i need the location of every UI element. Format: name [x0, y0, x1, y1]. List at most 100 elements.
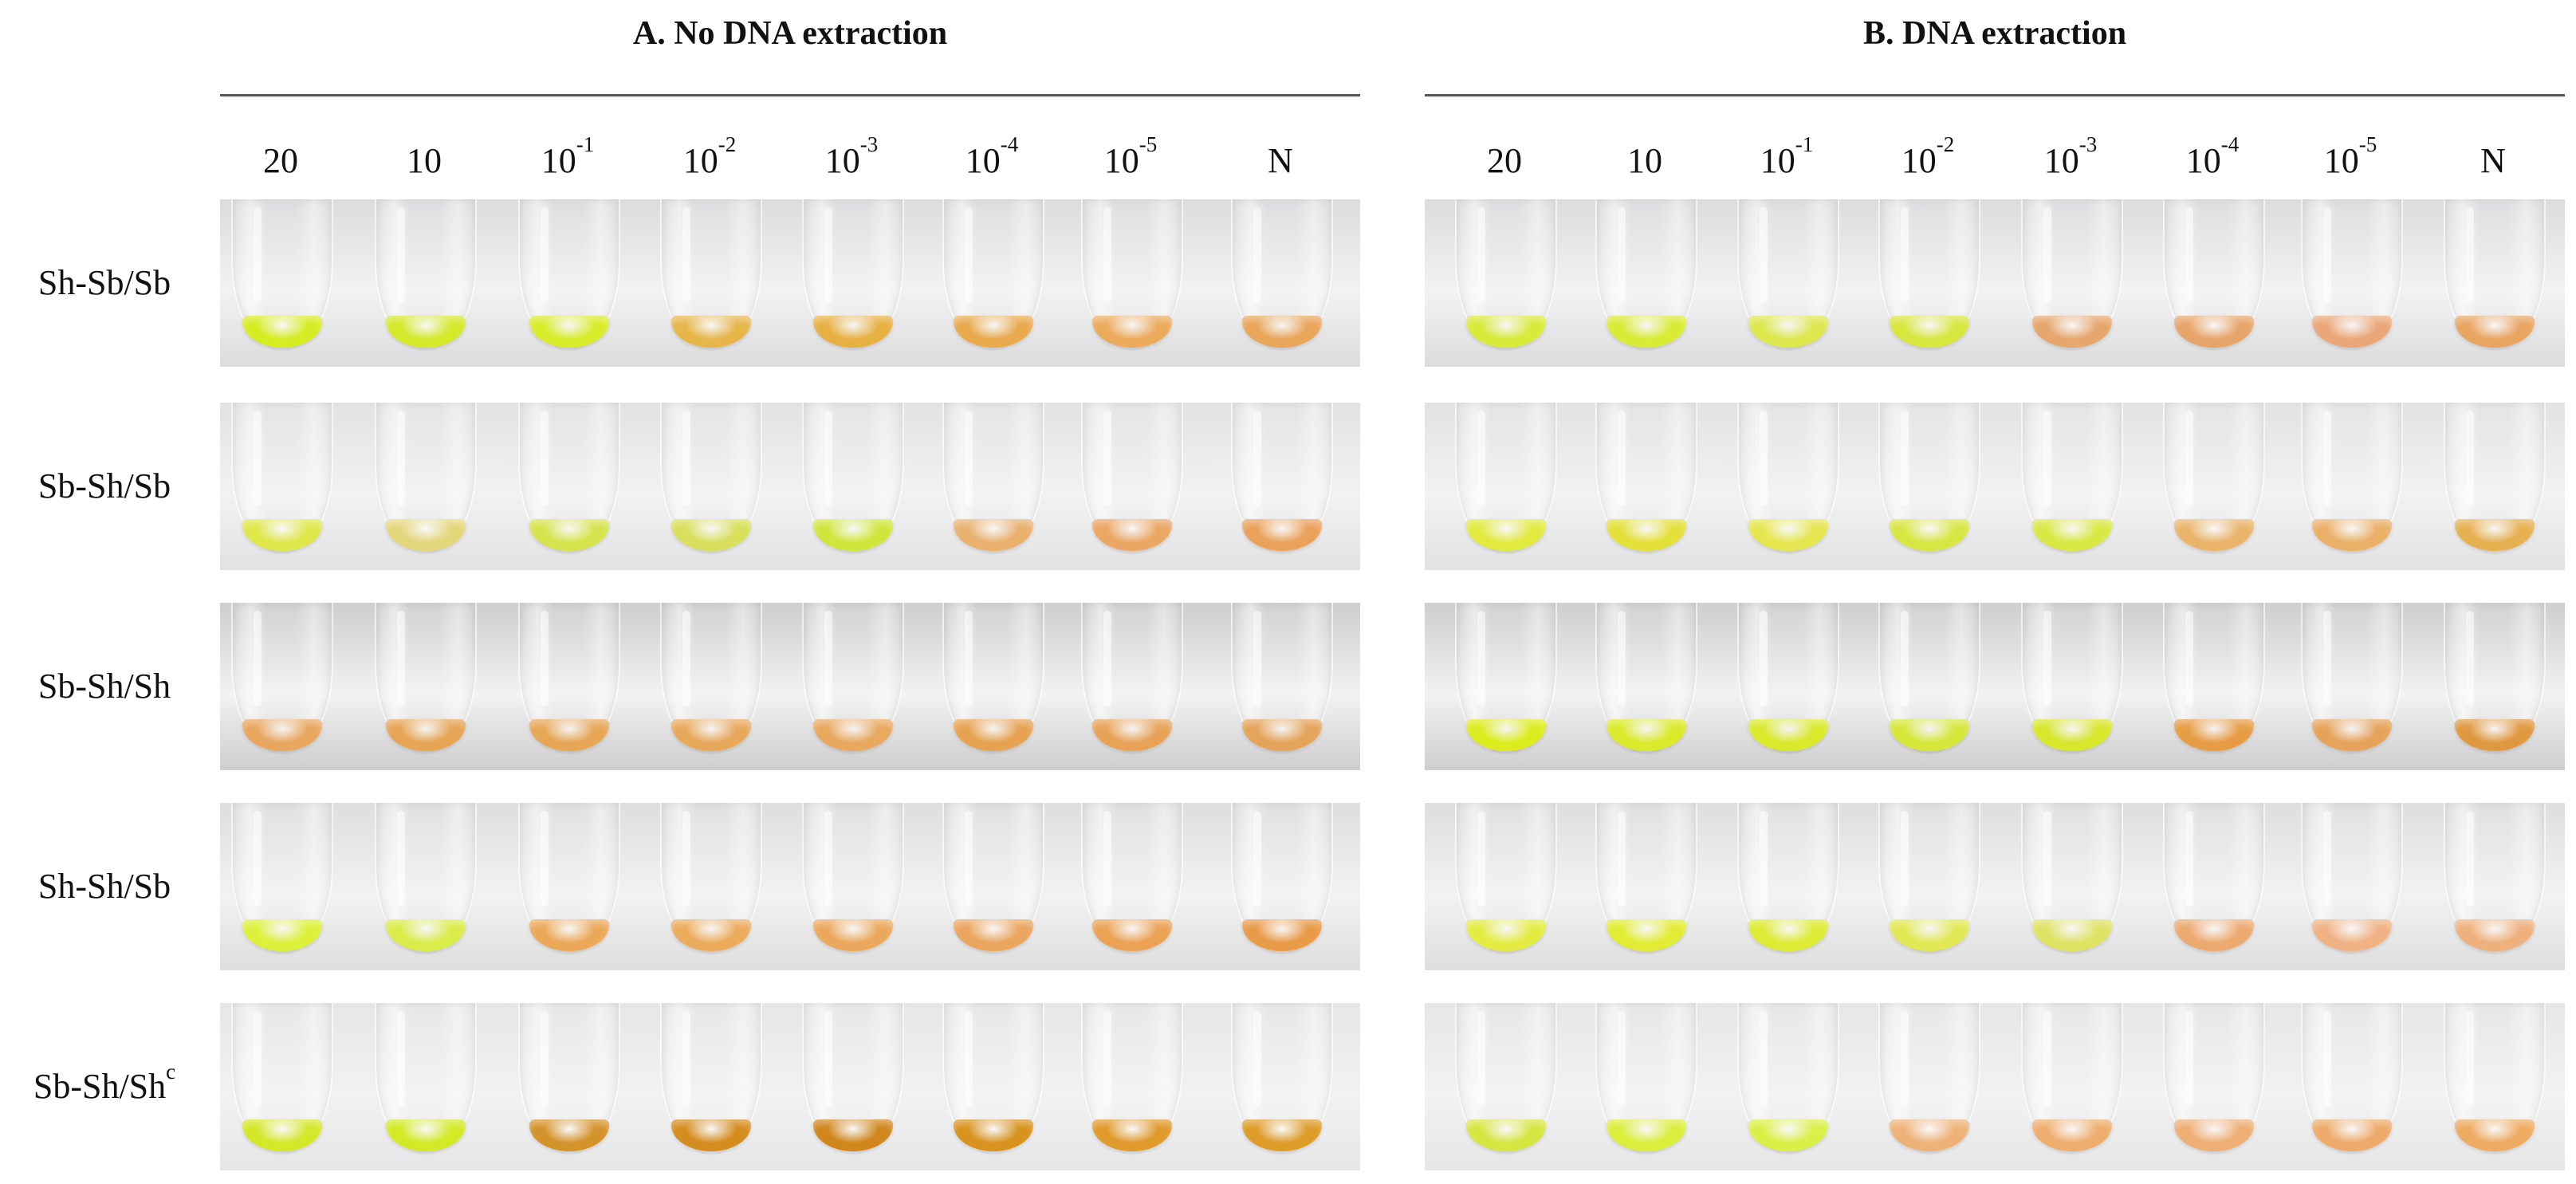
- tube-liquid: [2312, 719, 2392, 751]
- column-label-b-2: 10-1: [1723, 134, 1850, 185]
- tube-glare: [1103, 611, 1111, 706]
- column-label-a-1: 10: [360, 137, 488, 185]
- tube-strip-b-row-4: [1425, 1003, 2565, 1170]
- tube-liquid: [529, 719, 609, 751]
- sample-tube: [375, 603, 477, 754]
- tube-liquid: [1466, 919, 1546, 951]
- column-label-b-0: 20: [1441, 137, 1568, 185]
- sample-tube: [518, 403, 620, 554]
- tube-liquid: [386, 719, 466, 751]
- sample-tube: [231, 803, 333, 954]
- tube-glare: [824, 611, 832, 706]
- tube-liquid: [1092, 919, 1172, 951]
- sample-tube: [802, 803, 904, 954]
- tube-strip-b-row-3: [1425, 803, 2565, 970]
- column-label-b-5: 10-4: [2149, 134, 2276, 185]
- tube-glare: [1760, 411, 1768, 506]
- tube-liquid: [2455, 919, 2535, 951]
- tube-liquid: [1466, 316, 1546, 348]
- tube-liquid: [2455, 316, 2535, 348]
- column-label-b-6: 10-5: [2287, 134, 2414, 185]
- sample-tube: [375, 199, 477, 351]
- tube-liquid: [954, 519, 1033, 551]
- sample-tube: [1878, 803, 1980, 954]
- sample-tube: [1595, 199, 1697, 351]
- tube-glare: [397, 1011, 405, 1107]
- tube-liquid: [2032, 719, 2112, 751]
- tube-glare: [1618, 1011, 1626, 1107]
- column-label-base: 10: [682, 141, 718, 180]
- column-label-exponent: -1: [576, 132, 595, 156]
- tube-glare: [1477, 411, 1485, 506]
- sample-tube: [2301, 803, 2403, 954]
- tube-glare: [682, 611, 690, 706]
- tube-glare: [2043, 207, 2051, 303]
- tube-glare: [965, 207, 973, 303]
- sample-tube: [2444, 1003, 2546, 1154]
- tube-glare: [1477, 811, 1485, 907]
- sample-tube: [1455, 603, 1557, 754]
- column-label-base: 10: [407, 141, 442, 180]
- sample-tube: [1455, 803, 1557, 954]
- column-label-exponent: -3: [2078, 132, 2098, 156]
- tube-glare: [541, 207, 549, 303]
- tube-liquid: [242, 719, 322, 751]
- column-label-exponent: -3: [859, 132, 879, 156]
- sample-tube: [660, 603, 762, 754]
- tube-glare: [965, 1011, 973, 1107]
- tube-glare: [1618, 611, 1626, 706]
- tube-liquid: [813, 919, 893, 951]
- column-label-base: 20: [1487, 141, 1522, 180]
- sample-tube: [802, 403, 904, 554]
- tube-liquid: [671, 719, 751, 751]
- tube-glare: [2323, 207, 2331, 303]
- sample-tube: [660, 199, 762, 351]
- column-label-base: 10: [1103, 141, 1139, 180]
- tube-glare: [1253, 1011, 1261, 1107]
- sample-tube: [1737, 803, 1839, 954]
- tube-liquid: [242, 919, 322, 951]
- tube-glare: [2466, 611, 2474, 706]
- tube-liquid: [1748, 719, 1828, 751]
- tube-liquid: [242, 519, 322, 551]
- sample-tube: [2444, 803, 2546, 954]
- tube-glare: [2323, 611, 2331, 706]
- tube-liquid: [1607, 919, 1686, 951]
- tube-liquid: [813, 719, 893, 751]
- sample-tube: [2301, 603, 2403, 754]
- sample-tube: [518, 199, 620, 351]
- column-label-a-2: 10-1: [504, 134, 631, 185]
- row-label-text: Sb-Sh/Sh: [37, 667, 171, 706]
- tube-liquid: [2455, 519, 2535, 551]
- column-label-a-7: N: [1217, 137, 1344, 185]
- row-label-2: Sb-Sh/Sh: [0, 663, 209, 710]
- sample-tube: [2301, 199, 2403, 351]
- row-label-text: Sh-Sh/Sb: [37, 867, 171, 906]
- tube-glare: [682, 411, 690, 506]
- column-label-exponent: -4: [1000, 132, 1019, 156]
- row-label-text: Sh-Sb/Sb: [37, 263, 171, 302]
- column-label-exponent: -2: [718, 132, 737, 156]
- tube-glare: [541, 611, 549, 706]
- column-label-b-7: N: [2429, 137, 2557, 185]
- column-label-base: 10: [541, 141, 576, 180]
- tube-liquid: [954, 1119, 1033, 1151]
- tube-glare: [1253, 611, 1261, 706]
- sample-tube: [942, 1003, 1044, 1154]
- sample-tube: [802, 1003, 904, 1154]
- tube-glare: [1760, 811, 1768, 907]
- sample-tube: [2163, 1003, 2265, 1154]
- tube-liquid: [1242, 519, 1322, 551]
- tube-strip-b-row-2: [1425, 603, 2565, 770]
- tube-glare: [1477, 207, 1485, 303]
- tube-glare: [2185, 1011, 2193, 1107]
- sample-tube: [660, 803, 762, 954]
- panel-a-title: A. No DNA extraction: [632, 15, 948, 52]
- sample-tube: [2444, 603, 2546, 754]
- tube-glare: [2043, 811, 2051, 907]
- column-label-exponent: -1: [1795, 132, 1814, 156]
- sample-tube: [231, 199, 333, 351]
- tube-liquid: [2032, 316, 2112, 348]
- column-label-exponent: -5: [1139, 132, 1158, 156]
- column-label-base: 10: [824, 141, 860, 180]
